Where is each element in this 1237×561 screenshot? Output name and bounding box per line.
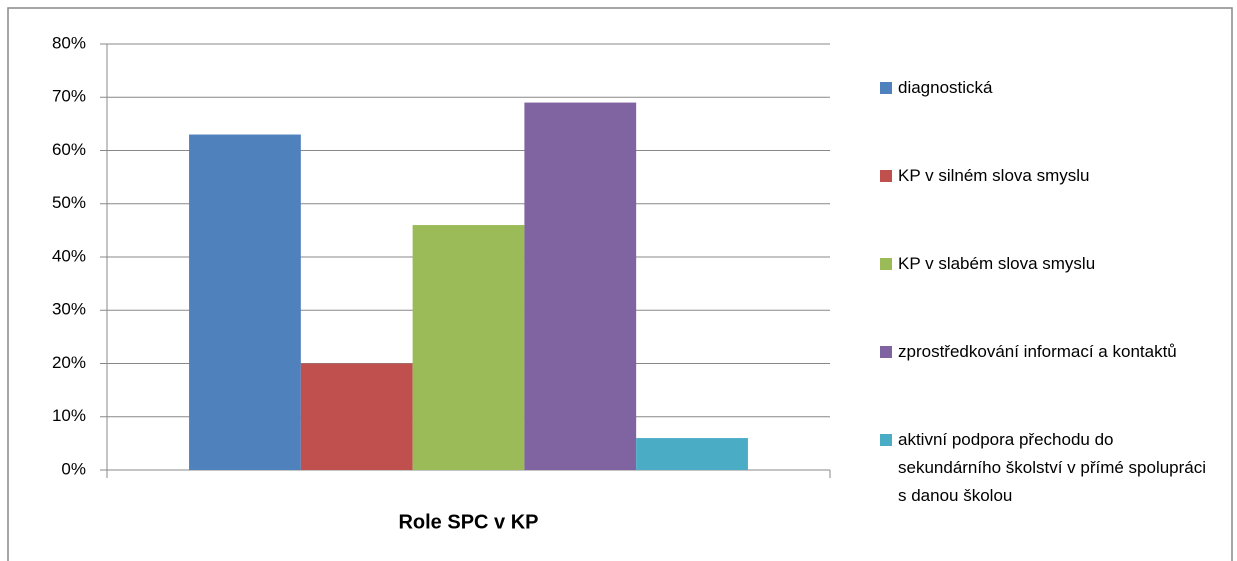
- bar: [189, 134, 301, 470]
- legend-swatch: [880, 170, 892, 182]
- legend-label: KP v silném slova smyslu: [898, 166, 1090, 185]
- legend-item: zprostředkování informací a kontaktů: [880, 338, 1220, 366]
- legend-item: aktivní podpora přechodu do sekundárního…: [880, 426, 1220, 510]
- y-tick-label: 80%: [52, 33, 86, 52]
- legend-label: aktivní podpora přechodu do sekundárního…: [898, 430, 1207, 505]
- y-tick-label: 40%: [52, 246, 86, 265]
- y-tick-label: 0%: [61, 459, 86, 478]
- legend-label: zprostředkování informací a kontaktů: [898, 342, 1177, 361]
- y-tick-label: 50%: [52, 193, 86, 212]
- legend-swatch: [880, 434, 892, 446]
- legend-item: KP v silném slova smyslu: [880, 162, 1220, 190]
- x-tick-label: Role SPC v KP: [398, 511, 538, 533]
- legend-swatch: [880, 346, 892, 358]
- legend-swatch: [880, 82, 892, 94]
- legend-item: diagnostická: [880, 74, 1220, 102]
- y-tick-label: 60%: [52, 140, 86, 159]
- bar: [524, 102, 637, 470]
- chart-border: [7, 7, 1233, 561]
- y-tick-label: 10%: [52, 406, 86, 425]
- y-tick-label: 20%: [52, 353, 86, 372]
- legend-label: diagnostická: [898, 78, 993, 97]
- bar: [636, 438, 748, 470]
- bar: [300, 363, 413, 470]
- legend-swatch: [880, 258, 892, 270]
- legend-item: KP v slabém slova smyslu: [880, 250, 1220, 278]
- legend-label: KP v slabém slova smyslu: [898, 254, 1096, 273]
- y-tick-label: 70%: [52, 87, 86, 106]
- y-tick-label: 30%: [52, 300, 86, 319]
- bar: [412, 225, 525, 470]
